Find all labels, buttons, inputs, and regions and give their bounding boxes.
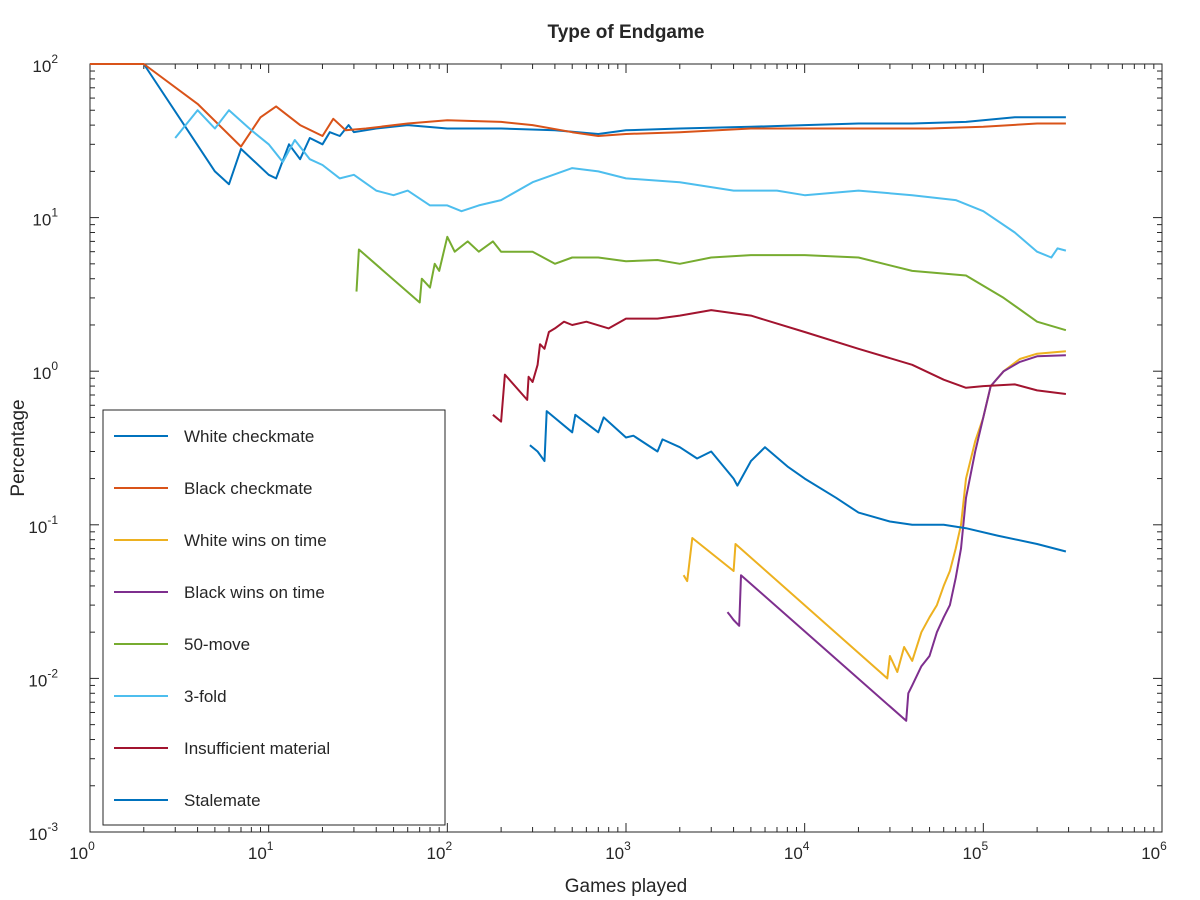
y-tick-label: 10-1 <box>28 513 58 537</box>
x-tick-label: 101 <box>248 839 274 863</box>
series-line-insufficient-material <box>492 309 1067 423</box>
y-tick-base: 10 <box>28 518 47 537</box>
y-tick-exp: -3 <box>47 820 58 834</box>
x-tick-base: 10 <box>963 844 982 863</box>
y-tick-exp: 1 <box>51 206 58 220</box>
x-tick-exp: 5 <box>981 839 988 853</box>
y-tick-label: 100 <box>32 359 58 383</box>
x-tick-label: 105 <box>963 839 989 863</box>
legend-label: Insufficient material <box>184 739 330 758</box>
minor-ticks <box>89 64 1162 833</box>
legend-label: Black checkmate <box>184 479 313 498</box>
x-tick-base: 10 <box>605 844 624 863</box>
x-tick-base: 10 <box>248 844 267 863</box>
series-line-black-checkmate <box>90 63 1066 148</box>
y-tick-label: 10-3 <box>28 820 58 844</box>
legend-label: Black wins on time <box>184 583 325 602</box>
y-tick-exp: -1 <box>47 513 58 527</box>
x-tick-exp: 4 <box>803 839 810 853</box>
series-line-black-wins-on-time <box>726 354 1066 722</box>
y-tick-label: 10-2 <box>28 666 58 690</box>
x-tick-base: 10 <box>427 844 446 863</box>
series-line-white-checkmate <box>90 63 1066 186</box>
legend-box <box>102 409 446 826</box>
x-tick-label: 103 <box>605 839 631 863</box>
series-line-50-move <box>355 235 1067 332</box>
x-axis-label: Games played <box>565 876 688 897</box>
y-tick-base: 10 <box>32 364 51 383</box>
legend-label: White checkmate <box>184 427 314 446</box>
x-tick-base: 10 <box>784 844 803 863</box>
x-tick-label: 104 <box>784 839 810 863</box>
legend-label: Stalemate <box>184 791 261 810</box>
y-tick-base: 10 <box>32 57 51 76</box>
x-tick-exp: 2 <box>445 839 452 853</box>
series-layer <box>90 63 1067 722</box>
x-tick-exp: 6 <box>1160 839 1167 853</box>
x-tick-base: 10 <box>1141 844 1160 863</box>
legend-label: White wins on time <box>184 531 327 550</box>
legend: White checkmate Black checkmate White wins… <box>102 409 446 826</box>
x-tick-label: 102 <box>427 839 453 863</box>
y-tick-exp: 0 <box>51 359 58 373</box>
x-tick-label: 106 <box>1141 839 1167 863</box>
x-tick-exp: 1 <box>267 839 274 853</box>
series-line-stalemate <box>529 410 1067 553</box>
y-tick-label: 101 <box>32 206 58 230</box>
x-tick-label: 100 <box>69 839 95 863</box>
chart-title: Type of Endgame <box>548 22 705 43</box>
x-tick-labels: 100 101 102 103 104 105 106 <box>69 839 1167 863</box>
series-line-3-fold <box>174 109 1067 259</box>
legend-label: 50-move <box>184 635 250 654</box>
y-tick-base: 10 <box>32 211 51 230</box>
y-tick-exp: -2 <box>47 666 58 680</box>
x-tick-exp: 3 <box>624 839 631 853</box>
x-tick-base: 10 <box>69 844 88 863</box>
x-tick-exp: 0 <box>88 839 95 853</box>
y-tick-base: 10 <box>28 825 47 844</box>
y-tick-base: 10 <box>28 671 47 690</box>
y-axis-label: Percentage <box>8 399 29 496</box>
legend-label: 3-fold <box>184 687 227 706</box>
y-tick-exp: 2 <box>51 52 58 66</box>
y-tick-label: 102 <box>32 52 58 76</box>
